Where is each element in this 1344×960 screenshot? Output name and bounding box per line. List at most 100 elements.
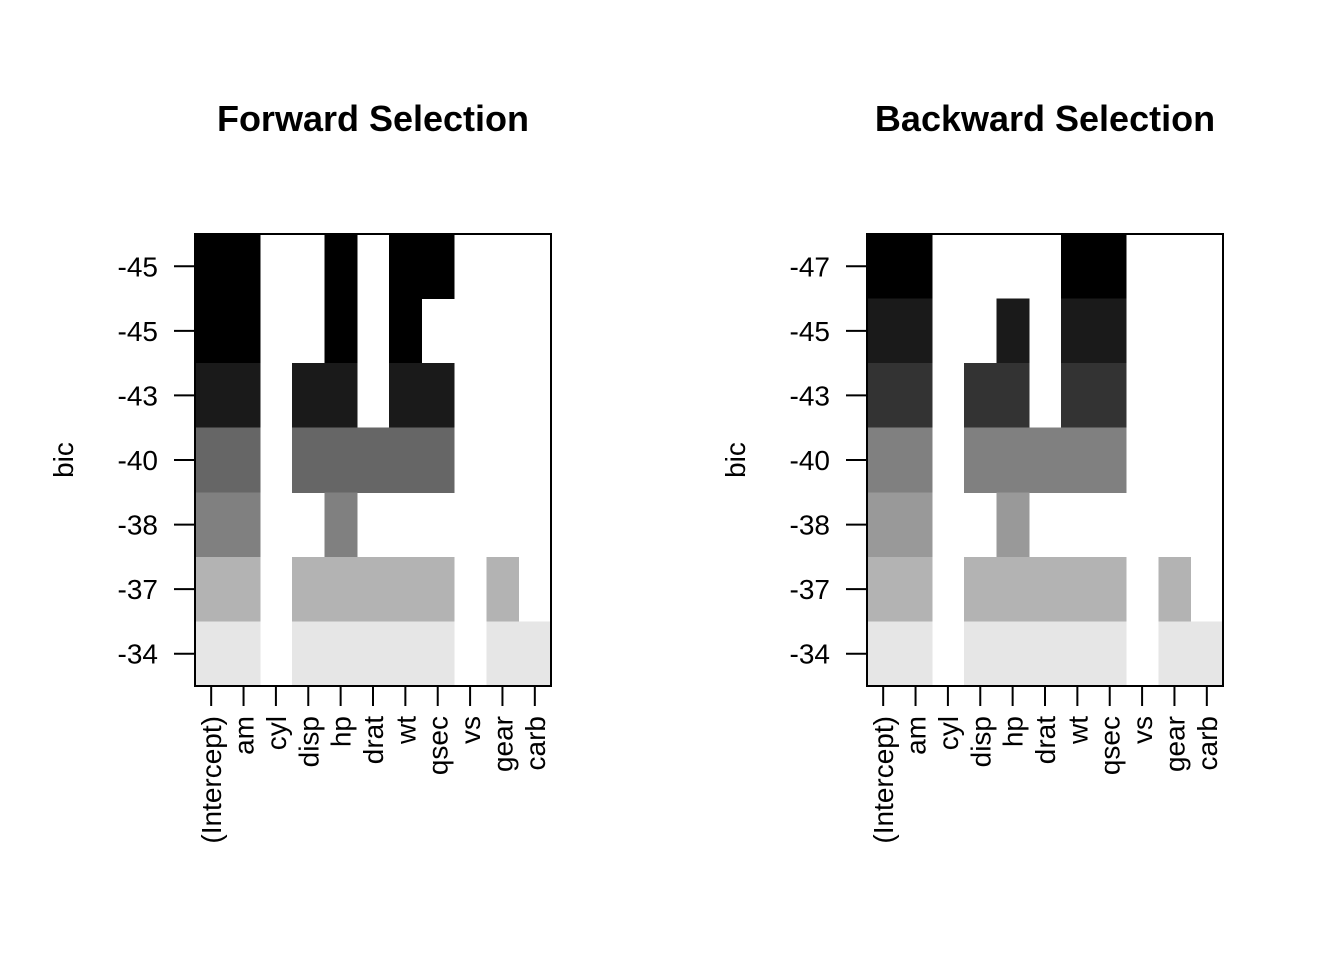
x-tick-label: drat xyxy=(1030,716,1061,764)
heatmap-cell xyxy=(899,363,933,429)
heatmap-cell xyxy=(195,298,228,364)
heatmap-cell xyxy=(227,427,261,493)
y-tick-label: -40 xyxy=(790,445,830,476)
x-tick-label: hp xyxy=(998,716,1029,747)
heatmap-cell xyxy=(195,234,228,300)
heatmap-cell xyxy=(356,556,390,623)
x-tick-label: carb xyxy=(1192,716,1223,770)
heatmap-cell xyxy=(421,621,455,687)
x-tick-label: (Intercept) xyxy=(868,716,899,844)
heatmap-cell xyxy=(964,363,998,429)
heatmap-cell xyxy=(1093,556,1127,623)
x-tick-label: gear xyxy=(1159,716,1190,772)
heatmap-cell xyxy=(1061,556,1095,623)
x-tick-label: wt xyxy=(390,716,421,745)
y-tick-label: -40 xyxy=(118,445,158,476)
forward-selection-title: Forward Selection xyxy=(217,98,529,139)
heatmap-cell xyxy=(421,234,455,300)
heatmap-cell xyxy=(356,621,390,687)
x-tick-label: gear xyxy=(487,716,518,772)
heatmap-cell xyxy=(867,234,900,300)
heatmap-cell xyxy=(1028,621,1062,687)
heatmap-cell xyxy=(195,427,228,493)
heatmap-cell xyxy=(324,234,358,300)
heatmap-cell xyxy=(867,427,900,493)
y-tick-label: -45 xyxy=(118,251,158,282)
heatmap-cell xyxy=(996,492,1030,558)
x-tick-label: qsec xyxy=(1095,716,1126,775)
heatmap-cell xyxy=(227,492,261,558)
heatmap-cell xyxy=(292,621,326,687)
heatmap-cell xyxy=(867,363,900,429)
heatmap-cell xyxy=(324,556,358,623)
heatmap-cell xyxy=(389,427,423,493)
heatmap-cell xyxy=(324,427,358,493)
heatmap-cell xyxy=(964,556,998,623)
y-tick-label: -37 xyxy=(118,574,158,605)
heatmap-cell xyxy=(389,234,423,300)
x-tick-label: vs xyxy=(455,716,486,744)
x-tick-label: wt xyxy=(1062,716,1093,745)
y-tick-label: -38 xyxy=(790,510,830,541)
heatmap-cell xyxy=(1158,621,1192,687)
heatmap-cell xyxy=(356,427,390,493)
heatmap-cell xyxy=(227,363,261,429)
heatmap-cell xyxy=(1093,427,1127,493)
heatmap-cell xyxy=(1061,363,1095,429)
y-tick-label: -47 xyxy=(790,251,830,282)
forward-selection-panel: Forward Selection -45 -45 -43 -40 -38 -37 -34 bi… xyxy=(48,98,552,844)
heatmap-cell xyxy=(421,556,455,623)
heatmap-cell xyxy=(1061,427,1095,493)
y-tick-label: -43 xyxy=(790,380,830,411)
x-tick-label: qsec xyxy=(423,716,454,775)
heatmap-cell xyxy=(996,556,1030,623)
heatmap-cell xyxy=(227,621,261,687)
heatmap-cell xyxy=(389,621,423,687)
heatmap-cell xyxy=(1158,556,1192,623)
backward-selection-panel: Backward Selection -47 -45 -43 -40 -38 -37 -34 b… xyxy=(720,98,1224,844)
y-tick-label: -34 xyxy=(118,639,158,670)
heatmap-cell xyxy=(867,298,900,364)
heatmap-cell xyxy=(899,298,933,364)
heatmap-cell xyxy=(899,427,933,493)
y-tick-label: -34 xyxy=(790,639,830,670)
backward-selection-title: Backward Selection xyxy=(875,98,1215,139)
y-tick-label: -37 xyxy=(790,574,830,605)
y-tick-label: -43 xyxy=(118,380,158,411)
heatmap-cell xyxy=(195,363,228,429)
heatmap-cell xyxy=(292,363,326,429)
heatmap-cell xyxy=(899,234,933,300)
heatmap-cell xyxy=(1028,427,1062,493)
heatmap-cell xyxy=(1061,621,1095,687)
heatmap-cell xyxy=(899,556,933,623)
heatmap-cell xyxy=(518,621,552,687)
heatmap-cell xyxy=(1093,298,1127,364)
heatmap-cell xyxy=(421,427,455,493)
x-tick-label: am xyxy=(229,716,260,755)
x-tick-label: drat xyxy=(358,716,389,764)
heatmap-cell xyxy=(227,298,261,364)
y-axis-label: bic xyxy=(48,442,79,478)
heatmap-cell xyxy=(324,621,358,687)
heatmap-cell xyxy=(227,556,261,623)
heatmap-cell xyxy=(486,556,520,623)
heatmap-cell xyxy=(227,234,261,300)
heatmap-cell xyxy=(996,298,1030,364)
heatmap-cell xyxy=(1028,556,1062,623)
heatmap-cell xyxy=(1061,298,1095,364)
heatmap-cell xyxy=(195,556,228,623)
y-tick-label: -45 xyxy=(118,316,158,347)
heatmap-cell xyxy=(421,363,455,429)
x-tick-label: disp xyxy=(293,716,324,767)
heatmap-cell xyxy=(1093,363,1127,429)
heatmap-cell xyxy=(292,427,326,493)
heatmap-cell xyxy=(867,621,900,687)
heatmap-cell xyxy=(324,363,358,429)
heatmap-cell xyxy=(389,298,423,364)
y-tick-label: -38 xyxy=(118,510,158,541)
heatmap-cell xyxy=(389,363,423,429)
heatmap-cell xyxy=(996,363,1030,429)
heatmap-cell xyxy=(195,621,228,687)
x-tick-label: (Intercept) xyxy=(196,716,227,844)
